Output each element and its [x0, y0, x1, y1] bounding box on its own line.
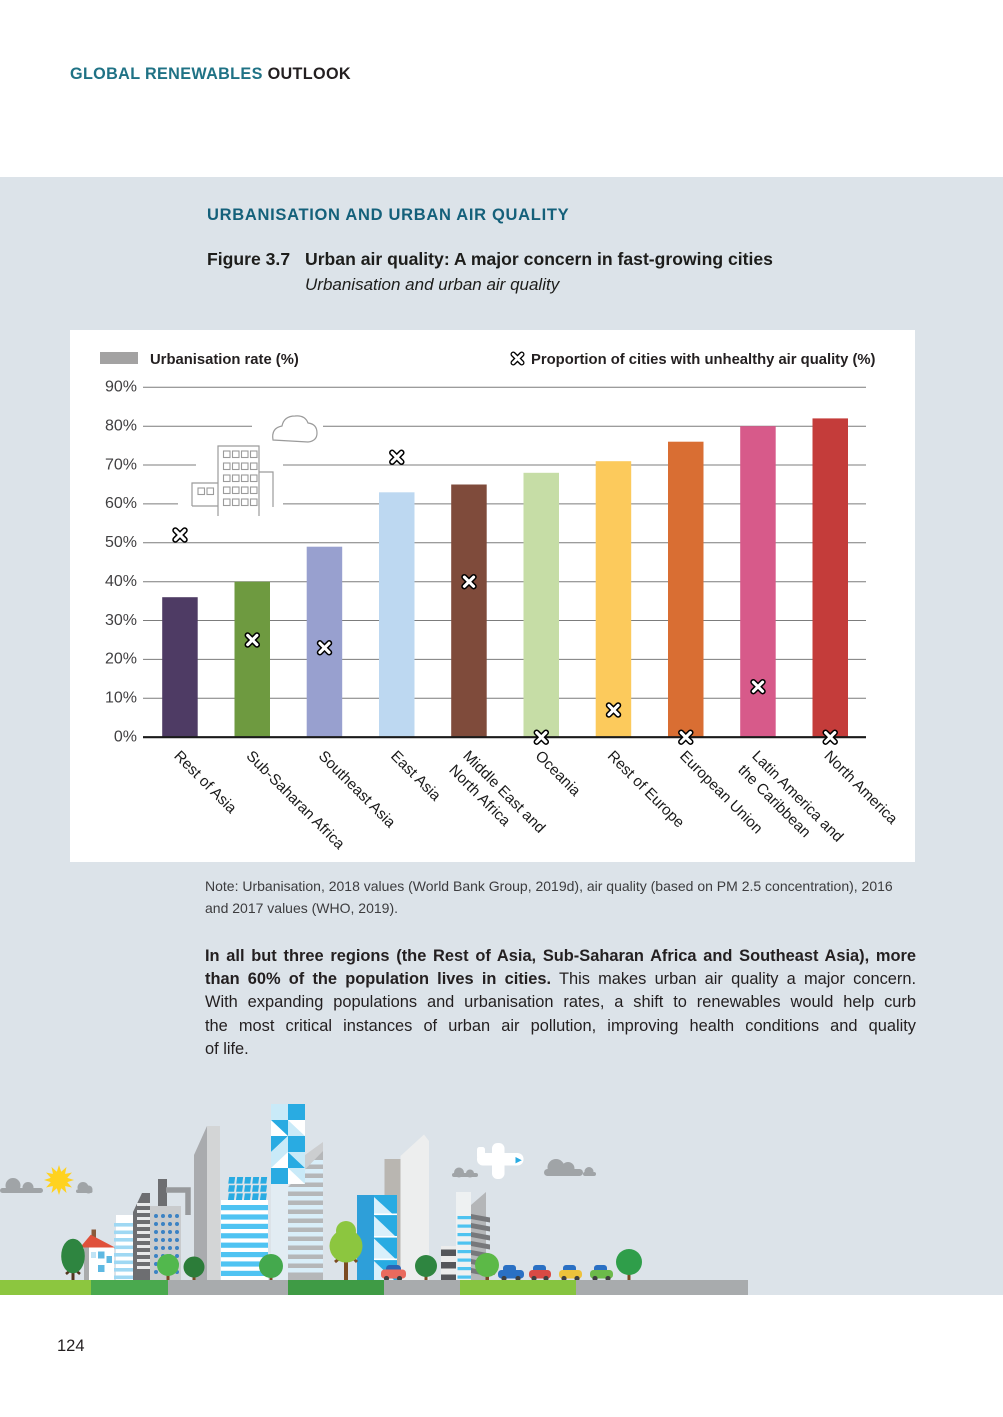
svg-text:40%: 40% [105, 573, 137, 590]
svg-text:70%: 70% [105, 456, 137, 473]
svg-text:Oceania: Oceania [532, 748, 584, 800]
svg-text:North America: North America [821, 748, 901, 828]
svg-text:50%: 50% [105, 534, 137, 551]
svg-text:90%: 90% [105, 379, 137, 396]
svg-text:20%: 20% [105, 651, 137, 668]
svg-text:30%: 30% [105, 612, 137, 629]
svg-text:0%: 0% [114, 729, 137, 746]
svg-text:Rest of Asia: Rest of Asia [170, 748, 240, 818]
svg-text:10%: 10% [105, 690, 137, 707]
svg-text:Proportion of cities with unhe: Proportion of cities with unhealthy air … [531, 352, 876, 368]
svg-text:Urbanisation rate (%): Urbanisation rate (%) [150, 352, 299, 368]
svg-text:East Asia: East Asia [387, 748, 444, 805]
svg-text:60%: 60% [105, 495, 137, 512]
svg-text:80%: 80% [105, 418, 137, 435]
svg-text:Middle East andNorth Africa: Middle East andNorth Africa [445, 748, 548, 851]
svg-text:Rest of Europe: Rest of Europe [604, 748, 688, 832]
